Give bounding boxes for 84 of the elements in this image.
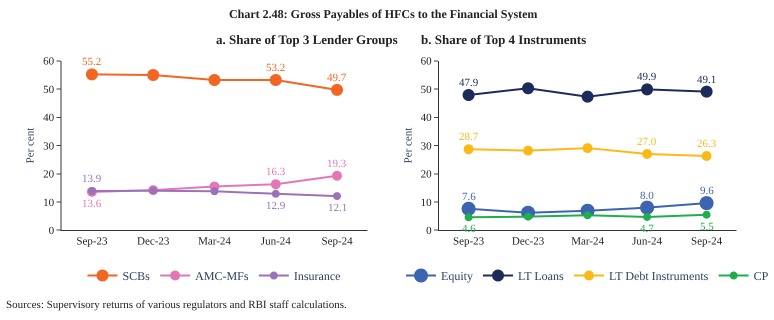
point [523, 146, 534, 156]
x-tick-label: Sep-23 [453, 235, 485, 248]
point [270, 74, 282, 86]
legend-label: LT Loans [518, 269, 564, 284]
data-label: 12.1 [328, 202, 348, 214]
y-tick-label: 20 [43, 168, 55, 181]
point [582, 90, 594, 103]
point [208, 74, 220, 86]
y-tick-label: 40 [420, 112, 432, 124]
data-label: 27.0 [637, 136, 657, 148]
data-label: 53.2 [266, 62, 286, 74]
point [700, 196, 714, 210]
data-label: 49.7 [327, 72, 347, 84]
legend-label: AMC-MFs [195, 269, 249, 284]
point [210, 187, 218, 196]
point [702, 150, 712, 161]
chart-title: b. Share of Top 4 Instruments [421, 32, 586, 47]
point [464, 144, 474, 154]
x-tick-label: Mar-24 [198, 235, 232, 248]
y-tick-label: 10 [43, 196, 55, 209]
y-tick-label: 30 [420, 140, 432, 152]
x-tick-label: Mar-24 [571, 235, 604, 248]
data-label: 19.3 [327, 158, 347, 170]
data-label: 13.9 [82, 173, 102, 185]
point [641, 83, 654, 96]
point [522, 82, 534, 94]
point [524, 212, 532, 221]
chart-title: a. Share of Top 3 Lender Groups [216, 32, 398, 47]
point [272, 190, 280, 198]
data-label: 28.7 [459, 131, 479, 143]
data-label: 47.9 [459, 77, 479, 89]
y-tick-label: 0 [48, 225, 55, 238]
y-tick-label: 60 [420, 56, 432, 68]
data-label: 16.3 [266, 166, 286, 178]
legend-label: LT Debt Instruments [609, 269, 709, 284]
x-tick-label: Dec-23 [137, 235, 170, 248]
point [700, 86, 713, 98]
x-tick-label: Jun-24 [632, 235, 663, 248]
point [462, 88, 475, 101]
legend-label: CP [754, 269, 769, 284]
data-label: 49.1 [697, 74, 716, 86]
data-label: 13.6 [82, 198, 102, 210]
point [332, 170, 342, 181]
data-label: 5.5 [700, 221, 714, 233]
point [147, 68, 160, 81]
y-tick-label: 40 [43, 112, 55, 124]
data-label: 9.6 [700, 185, 714, 197]
point [643, 212, 652, 221]
y-tick-label: 20 [420, 168, 432, 181]
point [462, 202, 476, 216]
y-tick-label: 50 [43, 84, 55, 96]
point [640, 200, 654, 215]
y-tick-label: 50 [420, 84, 432, 96]
data-label: 26.3 [697, 138, 717, 150]
point [582, 143, 593, 154]
y-axis-title: Per cent [24, 128, 37, 164]
y-tick-label: 10 [420, 196, 432, 209]
point [702, 210, 711, 219]
point [86, 68, 98, 80]
legend-label: SCBs [122, 269, 150, 284]
point [270, 179, 281, 190]
y-tick-label: 30 [43, 140, 55, 152]
point [464, 213, 473, 222]
legend-label: Equity [441, 269, 473, 284]
point [331, 84, 344, 96]
legend-label: Insurance [294, 269, 340, 284]
y-tick-label: 60 [43, 56, 55, 68]
x-tick-label: Sep-24 [691, 235, 723, 248]
x-tick-label: Dec-23 [512, 235, 545, 248]
data-label: 49.9 [637, 71, 657, 83]
data-label: 55.2 [82, 56, 102, 68]
point [333, 192, 342, 200]
x-tick-label: Jun-24 [260, 235, 292, 248]
data-label: 12.9 [266, 200, 286, 212]
point [642, 148, 652, 159]
source-note: Sources: Supervisory returns of various regulators and RBI staff calculations. [6, 299, 347, 311]
data-label: 7.6 [462, 191, 476, 203]
y-tick-label: 0 [426, 225, 432, 238]
y-axis-title: Per cent [402, 128, 414, 164]
data-label: 8.0 [640, 190, 654, 202]
x-tick-label: Sep-24 [321, 235, 354, 248]
x-tick-label: Sep-23 [76, 235, 108, 248]
point [584, 211, 592, 220]
caption: Chart 2.48: Gross Payables of HFCs to the Financial System [229, 7, 538, 21]
